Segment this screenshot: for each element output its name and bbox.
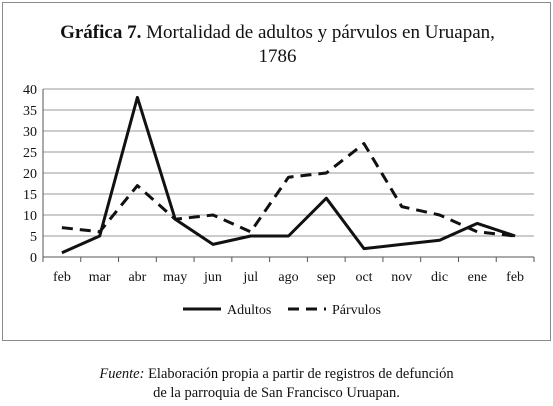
x-tick-label: ago [278, 270, 298, 285]
source-line1: Elaboración propia a partir de registros… [148, 366, 454, 382]
x-tick-label: oct [355, 270, 372, 285]
x-tick-label: ene [468, 270, 487, 285]
chart-title-text: Mortalidad de adultos y párvulos en Urua… [146, 22, 495, 43]
y-tick-label: 40 [23, 83, 37, 98]
x-tick-label: feb [506, 270, 524, 285]
source-note: Fuente: Elaboración propia a partir de r… [0, 365, 553, 403]
series-line-párvulos [61, 142, 516, 238]
x-tick-label: sep [317, 270, 336, 285]
chart-title: Gráfica 7. Mortalidad de adultos y párvu… [3, 21, 552, 69]
x-tick-label: nov [391, 270, 412, 285]
x-tick-label: may [163, 270, 187, 285]
x-tick-label: jun [203, 270, 222, 285]
legend-label-párvulos: Párvulos [332, 303, 381, 318]
chart-title-bold: Gráfica 7. [60, 22, 142, 43]
x-tick-label: dic [431, 270, 448, 285]
legend-label-adultos: Adultos [227, 303, 271, 318]
chart-title-year: 1786 [258, 46, 297, 67]
x-tick-label: mar [89, 270, 111, 285]
series-line-adultos [61, 95, 516, 255]
x-tick-label: abr [128, 270, 146, 285]
y-tick-label: 30 [23, 125, 37, 140]
line-chart: 0 5 10 15 20 25 30 35 40 feb mar abr may jun jul ago sep… [23, 83, 535, 318]
y-tick-label: 25 [23, 146, 37, 161]
y-tick-label: 0 [30, 251, 37, 266]
y-tick-label: 5 [30, 230, 37, 245]
y-tick-label: 20 [23, 167, 37, 182]
x-tick-label: jul [242, 270, 258, 285]
source-line2: de la parroquia de San Francisco Uruapan… [153, 385, 400, 401]
y-tick-label: 35 [23, 104, 37, 119]
y-tick-label: 10 [23, 209, 37, 224]
y-tick-label: 15 [23, 188, 37, 203]
x-tick-label: feb [53, 270, 71, 285]
source-label: Fuente: [99, 366, 145, 382]
chart-frame: Gráfica 7. Mortalidad de adultos y párvu… [2, 2, 551, 341]
